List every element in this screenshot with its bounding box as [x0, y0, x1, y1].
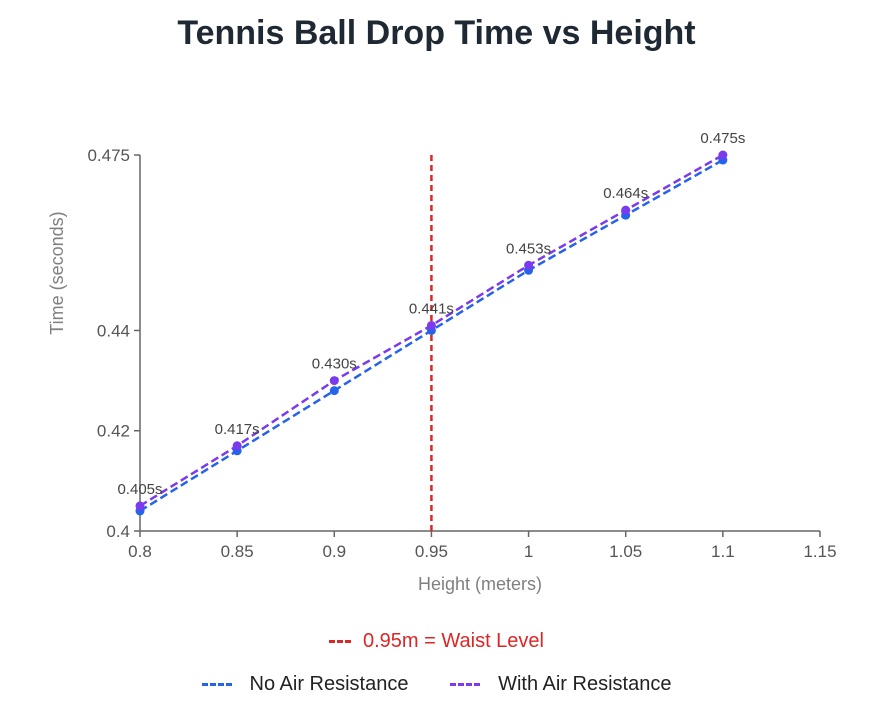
- legend-swatch-with-air: [450, 683, 481, 686]
- reference-legend-label: 0.95m = Waist Level: [362, 630, 544, 652]
- data-labels: 0.405s 0.417s 0.430s 0.441s 0.453s 0.464s 0.47…: [117, 130, 745, 498]
- reference-legend: 0.95m = Waist Level: [0, 626, 873, 653]
- legend-label-no-air: No Air Resistance: [249, 673, 409, 695]
- data-point-series-1: [621, 205, 631, 215]
- data-label: 0.464s: [603, 185, 648, 202]
- data-label: 0.405s: [117, 481, 162, 498]
- x-tick-label: 0.85: [221, 542, 254, 561]
- data-label: 0.441s: [409, 300, 454, 317]
- series-legend: No Air Resistance With Air Resistance: [0, 669, 873, 696]
- x-tick-label: 1.1: [711, 542, 735, 561]
- data-point-series-1: [135, 501, 145, 511]
- x-tick-label: 1.05: [609, 542, 642, 561]
- x-tick-label: 0.9: [322, 542, 346, 561]
- y-tick-label: 0.42: [97, 422, 130, 441]
- reference-swatch: [328, 640, 351, 643]
- y-tick-label: 0.475: [87, 146, 130, 165]
- data-label: 0.430s: [312, 356, 357, 373]
- x-tick-label: 1: [524, 542, 533, 561]
- data-point-series-1: [718, 150, 728, 160]
- legend-item-reference: 0.95m = Waist Level: [328, 630, 544, 653]
- data-point-series-0: [329, 386, 339, 396]
- chart-title: Tennis Ball Drop Time vs Height: [177, 14, 696, 52]
- legend-label-with-air: With Air Resistance: [498, 673, 672, 695]
- data-label: 0.475s: [700, 130, 745, 147]
- data-label: 0.417s: [215, 421, 260, 438]
- data-point-series-1: [524, 260, 534, 270]
- x-tick-label: 0.8: [128, 542, 152, 561]
- legend-item-no-air: No Air Resistance: [201, 673, 409, 696]
- series-group: [135, 150, 728, 516]
- y-axis-label: Time (seconds): [47, 211, 67, 334]
- legend-item-with-air: With Air Resistance: [450, 673, 671, 696]
- legend-swatch-no-air: [201, 683, 232, 686]
- x-axis-label: Height (meters): [418, 574, 542, 594]
- x-tick-label: 0.95: [415, 542, 448, 561]
- data-point-series-1: [426, 320, 436, 330]
- data-label: 0.453s: [506, 240, 551, 257]
- y-tick-label: 0.44: [97, 321, 130, 340]
- data-point-series-1: [329, 376, 339, 386]
- y-tick-label: 0.4: [106, 522, 130, 541]
- x-tick-label: 1.15: [803, 542, 836, 561]
- axes: 0.8 0.85 0.9 0.95 1 1.05 1.1 1.15 0.4 0.42 0.44 0.4…: [87, 146, 836, 561]
- data-point-series-1: [232, 441, 242, 451]
